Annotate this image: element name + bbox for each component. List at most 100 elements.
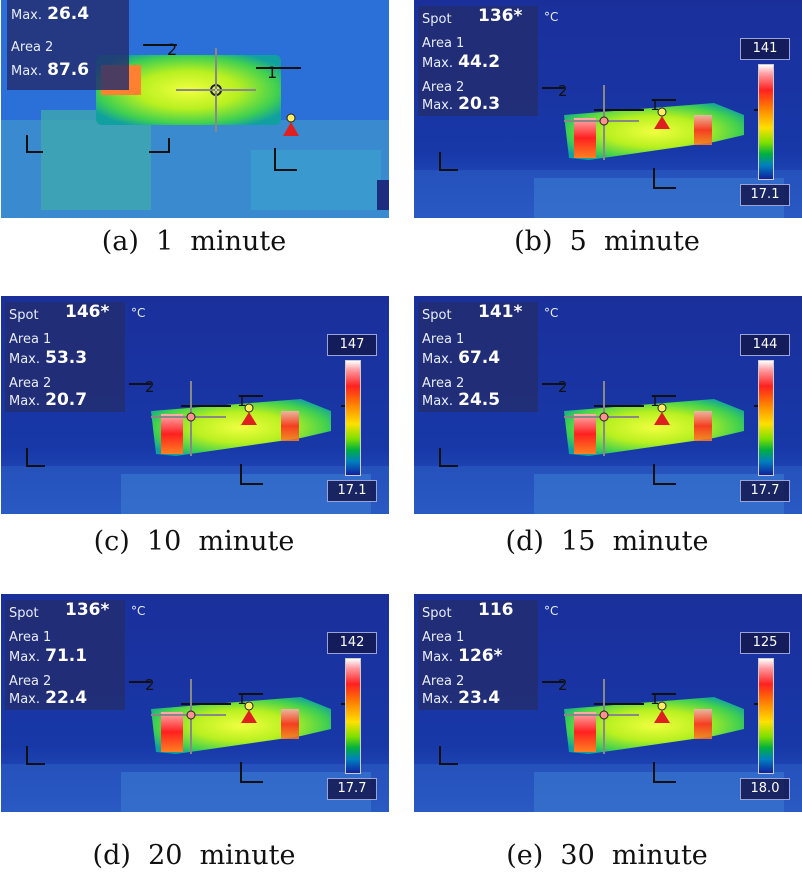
- area1-max-label: Max.: [422, 56, 454, 71]
- area1-label: Area 1: [9, 332, 52, 347]
- caption-f: (e) 30 minute: [506, 840, 708, 871]
- area2-max-label: Max.: [11, 64, 43, 79]
- scale-min: 17.7: [740, 480, 790, 502]
- color-scale: 147 17.1: [327, 334, 383, 506]
- scale-max: 125: [740, 632, 790, 654]
- area1-max-value: 67.4: [458, 348, 501, 368]
- scale-gradient: [758, 64, 774, 180]
- color-scale: 125 18.0: [740, 632, 796, 804]
- thermal-panel-e: 2 1 Spot 136* Area 1 Max. 71.1 Area 2 Ma…: [1, 594, 389, 812]
- scale-gradient: [345, 658, 361, 774]
- info-box-d: Spot 141* Area 1 Max. 67.4 Area 2 Max. 2…: [418, 302, 538, 412]
- area2-max-label: Max.: [422, 98, 454, 113]
- spot-label: Spot: [422, 606, 452, 621]
- area1-max-value: 44.2: [458, 52, 501, 72]
- thermal-panel-a: 2 1 Max. 26.4 Area 2 Max. 87.6: [1, 0, 389, 218]
- scale-min: 18.0: [740, 778, 790, 800]
- area1-marker: 1: [237, 392, 247, 410]
- area1-label: Area 1: [9, 630, 52, 645]
- area2-label: Area 2: [11, 40, 54, 55]
- color-scale: 142 17.7: [327, 632, 383, 804]
- color-scale: 144 17.7: [740, 334, 796, 506]
- area2-marker: 2: [558, 676, 568, 694]
- scale-gradient: [758, 658, 774, 774]
- thermal-panel-d: 2 1 Spot 141* Area 1 Max. 67.4 Area 2 Ma…: [414, 296, 802, 514]
- caption-e: (d) 20 minute: [92, 840, 296, 871]
- caption-a: (a) 1 minute: [101, 226, 287, 257]
- caption-d: (d) 15 minute: [505, 526, 709, 557]
- spot-value: 116: [478, 600, 514, 620]
- scale-min: 17.7: [327, 778, 377, 800]
- area2-max-label: Max.: [422, 394, 454, 409]
- spot-value: 136*: [478, 6, 523, 26]
- info-box-a: Max. 26.4 Area 2 Max. 87.6: [7, 0, 129, 90]
- thermal-image-e: 2 1: [1, 594, 389, 812]
- unit-label: °C: [131, 306, 146, 320]
- area1-marker-a: 1: [267, 63, 277, 82]
- area2-max-value: 23.4: [458, 688, 501, 708]
- area1-max-value: 71.1: [45, 646, 88, 666]
- caption-b: (b) 5 minute: [514, 226, 700, 257]
- area2-max-value: 20.7: [45, 390, 88, 410]
- scale-min: 17.1: [327, 480, 377, 502]
- area2-label: Area 2: [422, 674, 465, 689]
- thermal-image-f: 2 1: [414, 594, 802, 812]
- spot-label: Spot: [9, 606, 39, 621]
- thermal-panel-f: 2 1 Spot 116 Area 1 Max. 126* Area 2 Max…: [414, 594, 802, 812]
- thermal-panel-c: 2 1 Spot 146* Area 1 Max. 53.3 Area 2 Ma…: [1, 296, 389, 514]
- scale-min: 17.1: [740, 184, 790, 206]
- spot-value: 141*: [478, 302, 523, 322]
- spot-label: Spot: [422, 12, 452, 27]
- info-box-b: Spot 136* Area 1 Max. 44.2 Area 2 Max. 2…: [418, 6, 538, 116]
- area1-label: Area 1: [422, 332, 465, 347]
- area1-label: Area 1: [422, 36, 465, 51]
- area2-max-value: 87.6: [47, 60, 90, 80]
- area2-marker: 2: [558, 378, 568, 396]
- caption-c: (c) 10 minute: [93, 526, 295, 557]
- area1-max-label: Max.: [422, 650, 454, 665]
- area1-marker: 1: [650, 690, 660, 708]
- area2-max-label: Max.: [9, 394, 41, 409]
- area1-max-value: 126*: [458, 646, 503, 666]
- area1-marker: 1: [650, 392, 660, 410]
- scale-max: 142: [327, 632, 377, 654]
- area1-max-value: 53.3: [45, 348, 88, 368]
- info-box-c: Spot 146* Area 1 Max. 53.3 Area 2 Max. 2…: [5, 302, 125, 412]
- scale-max: 147: [327, 334, 377, 356]
- scale-max: 141: [740, 38, 790, 60]
- area2-marker: 2: [145, 378, 155, 396]
- area2-marker: 2: [145, 676, 155, 694]
- area2-max-value: 24.5: [458, 390, 501, 410]
- area2-max-label: Max.: [9, 692, 41, 707]
- area2-marker: 2: [558, 82, 568, 100]
- scale-gradient: [345, 360, 361, 476]
- spot-value: 136*: [65, 600, 110, 620]
- thermal-image-a: 2 1: [1, 0, 389, 218]
- info-box-f: Spot 116 Area 1 Max. 126* Area 2 Max. 23…: [418, 600, 538, 710]
- area1-marker: 1: [237, 690, 247, 708]
- spot-label: Spot: [9, 308, 39, 323]
- unit-label: °C: [544, 604, 559, 618]
- thermal-panel-b: 2 1 Spot 136* Area 1 Max. 44.2 Area 2 Ma…: [414, 0, 802, 218]
- unit-label: °C: [131, 604, 146, 618]
- area2-label: Area 2: [422, 376, 465, 391]
- area2-label: Area 2: [422, 80, 465, 95]
- area1-max-label: Max.: [422, 352, 454, 367]
- area2-max-value: 20.3: [458, 94, 501, 114]
- area2-max-value: 22.4: [45, 688, 88, 708]
- info-box-e: Spot 136* Area 1 Max. 71.1 Area 2 Max. 2…: [5, 600, 125, 710]
- scale-max: 144: [740, 334, 790, 356]
- area2-label: Area 2: [9, 376, 52, 391]
- area1-label: Area 1: [422, 630, 465, 645]
- area2-max-label: Max.: [422, 692, 454, 707]
- area1-max-label: Max.: [9, 650, 41, 665]
- area1-max-label: Max.: [9, 352, 41, 367]
- area1-marker: 1: [650, 96, 660, 114]
- area1-max-value: 26.4: [47, 4, 90, 24]
- scale-gradient: [758, 360, 774, 476]
- area2-marker-a: 2: [167, 40, 177, 59]
- color-scale: 141 17.1: [740, 38, 796, 210]
- spot-label: Spot: [422, 308, 452, 323]
- unit-label: °C: [544, 10, 559, 24]
- area2-label: Area 2: [9, 674, 52, 689]
